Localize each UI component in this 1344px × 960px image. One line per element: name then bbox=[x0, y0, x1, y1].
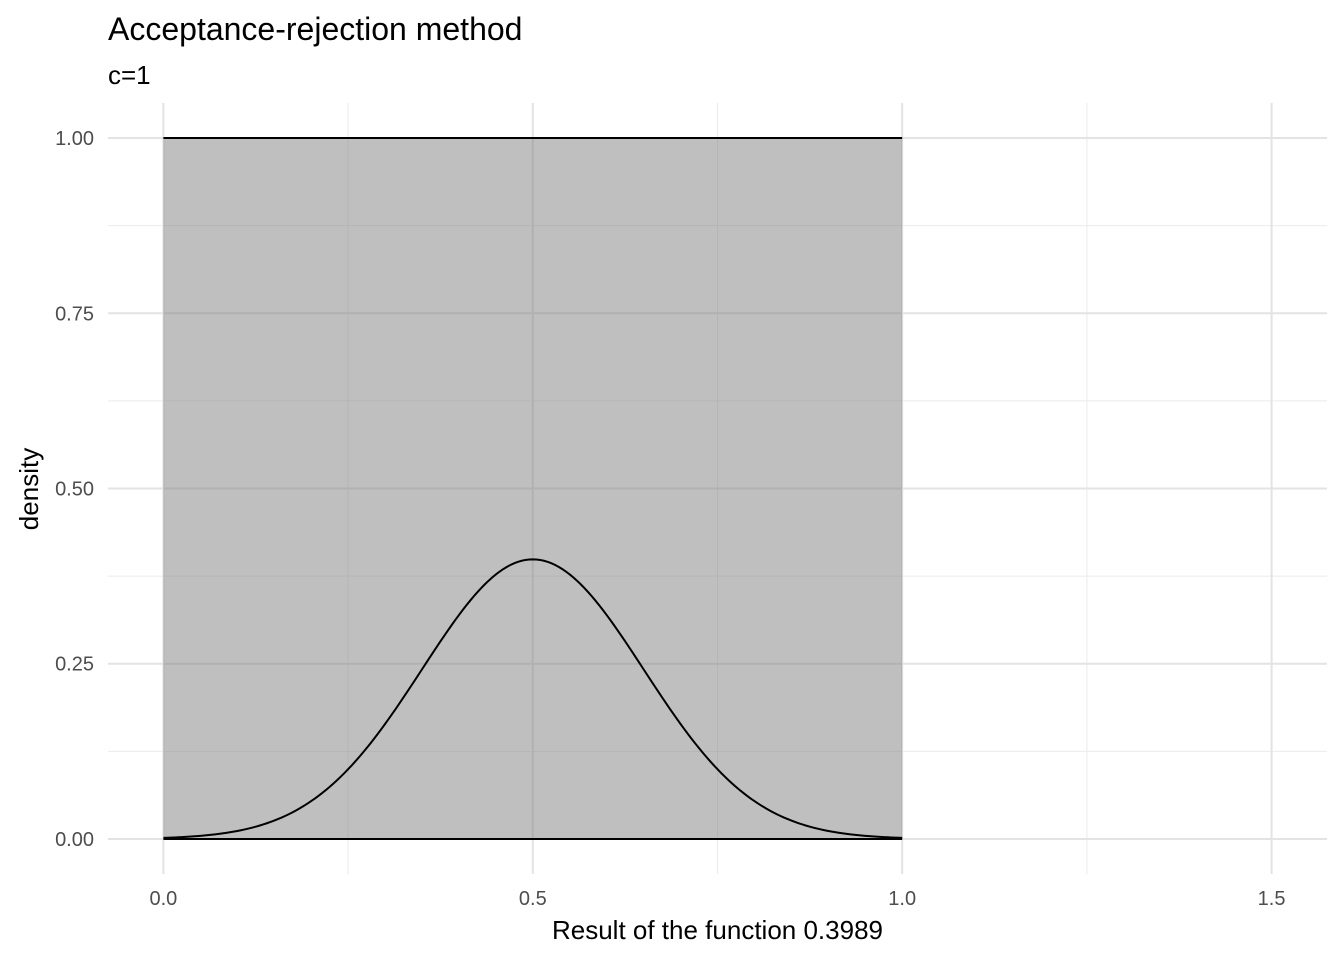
y-tick-labels: 0.00 0.25 0.50 0.75 1.00 bbox=[55, 128, 94, 851]
x-axis-title: Result of the function 0.3989 bbox=[552, 915, 883, 945]
chart-subtitle: c=1 bbox=[108, 60, 151, 90]
x-tick-label: 0.5 bbox=[519, 888, 547, 910]
x-tick-label: 0.0 bbox=[150, 888, 178, 910]
density-curve bbox=[163, 558, 903, 839]
x-tick-labels: 0.0 0.5 1.0 1.5 bbox=[150, 888, 1286, 910]
y-tick-label: 1.00 bbox=[55, 128, 94, 150]
envelope-area bbox=[163, 138, 903, 839]
y-tick-label: 0.50 bbox=[55, 479, 94, 501]
chart-title: Acceptance-rejection method bbox=[108, 11, 522, 47]
series-layer bbox=[163, 137, 903, 840]
y-axis-title: density bbox=[14, 448, 44, 530]
x-tick-label: 1.0 bbox=[888, 888, 916, 910]
y-tick-label: 0.75 bbox=[55, 303, 94, 325]
y-tick-label: 0.25 bbox=[55, 654, 94, 676]
y-tick-label: 0.00 bbox=[55, 829, 94, 851]
x-tick-label: 1.5 bbox=[1258, 888, 1286, 910]
